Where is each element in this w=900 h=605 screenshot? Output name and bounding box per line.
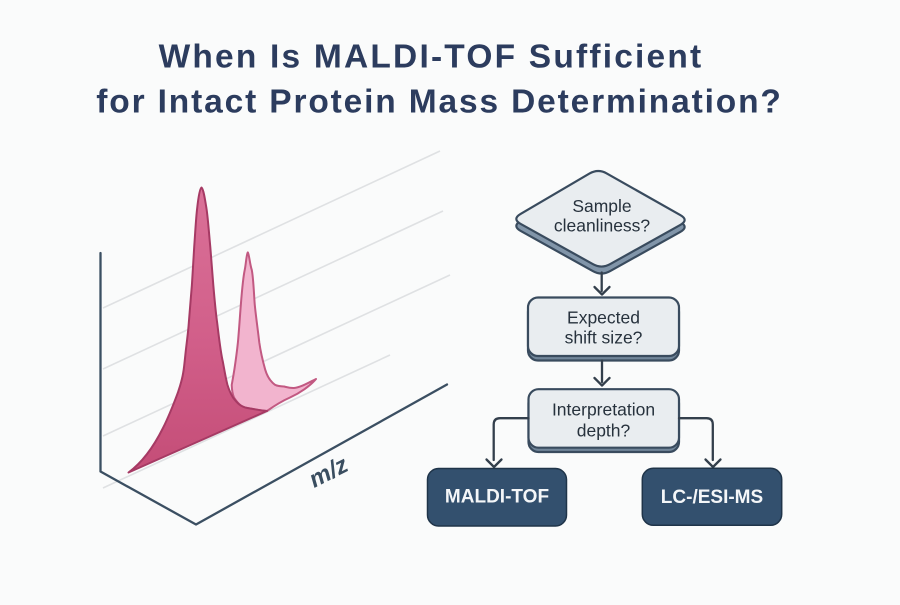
svg-text:Interpretation: Interpretation: [552, 400, 655, 420]
svg-text:cleanliness?: cleanliness?: [554, 216, 651, 236]
svg-text:When Is MALDI-TOF Sufficient: When Is MALDI-TOF Sufficient: [159, 39, 704, 76]
svg-text:LC-/ESI-MS: LC-/ESI-MS: [661, 487, 763, 508]
svg-text:for Intact Protein Mass Determ: for Intact Protein Mass Determination?: [96, 84, 782, 121]
svg-text:shift size?: shift size?: [565, 328, 643, 348]
svg-text:Sample: Sample: [572, 196, 631, 216]
svg-text:Expected: Expected: [567, 308, 640, 328]
svg-text:MALDI-TOF: MALDI-TOF: [445, 487, 549, 508]
svg-text:depth?: depth?: [577, 421, 631, 441]
